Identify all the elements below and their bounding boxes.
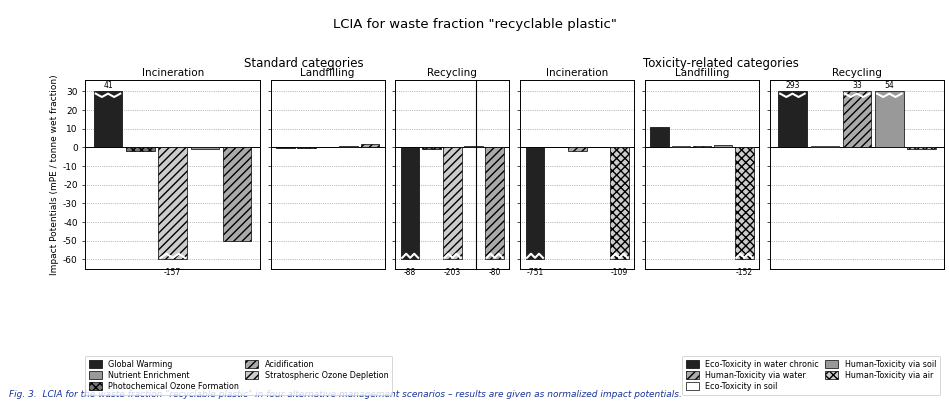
Bar <box>778 91 807 148</box>
Title: Landfilling: Landfilling <box>675 68 729 78</box>
Title: Recycling: Recycling <box>832 68 882 78</box>
Text: 33: 33 <box>852 81 862 90</box>
Bar <box>126 148 155 151</box>
Bar <box>94 91 122 148</box>
Text: Toxicity-related categories: Toxicity-related categories <box>643 57 799 70</box>
Text: LCIA for waste fraction "recyclable plastic": LCIA for waste fraction "recyclable plas… <box>332 18 617 31</box>
Text: 41: 41 <box>103 81 113 90</box>
Bar <box>810 146 839 148</box>
Bar <box>907 148 936 149</box>
Title: Incineration: Incineration <box>141 68 204 78</box>
Text: Standard categories: Standard categories <box>244 57 363 70</box>
Bar <box>875 91 903 148</box>
Text: -80: -80 <box>489 268 501 277</box>
Bar <box>650 127 669 148</box>
Y-axis label: Impact Potentials (mPE / tonne wet fraction): Impact Potentials (mPE / tonne wet fract… <box>50 74 59 275</box>
Bar <box>714 145 733 148</box>
Bar <box>672 146 690 148</box>
Text: Fig. 3.  LCIA for the waste fraction "recyclable plastic" in four alternative ma: Fig. 3. LCIA for the waste fraction "rec… <box>9 390 682 399</box>
Bar <box>735 148 754 259</box>
Bar <box>422 148 440 149</box>
Text: -88: -88 <box>404 268 417 277</box>
Bar <box>443 148 462 259</box>
Bar <box>693 146 712 148</box>
Bar <box>485 148 504 259</box>
Bar <box>223 148 251 241</box>
Text: -109: -109 <box>611 268 628 277</box>
Title: Recycling: Recycling <box>427 68 477 78</box>
Text: -203: -203 <box>444 268 461 277</box>
Bar <box>158 148 187 259</box>
Bar <box>464 146 483 148</box>
Bar <box>568 148 586 151</box>
Text: -157: -157 <box>164 268 181 277</box>
Bar <box>340 146 358 148</box>
Text: 293: 293 <box>785 81 800 90</box>
Text: -751: -751 <box>527 268 544 277</box>
Bar <box>843 91 871 148</box>
Legend: Eco-Toxicity in water chronic, Human-Toxicity via water, Eco-Toxicity in soil, H: Eco-Toxicity in water chronic, Human-Tox… <box>682 356 940 395</box>
Text: -152: -152 <box>735 268 753 277</box>
Bar <box>361 144 380 148</box>
Title: Incineration: Incineration <box>546 68 608 78</box>
Bar <box>400 148 419 259</box>
Legend: Global Warming, Nutrient Enrichment, Photochemical Ozone Formation, Acidificatio: Global Warming, Nutrient Enrichment, Pho… <box>84 356 392 395</box>
Title: Landfilling: Landfilling <box>301 68 355 78</box>
Text: 54: 54 <box>884 81 894 90</box>
Bar <box>526 148 545 259</box>
Bar <box>610 148 629 259</box>
Bar <box>191 148 219 149</box>
